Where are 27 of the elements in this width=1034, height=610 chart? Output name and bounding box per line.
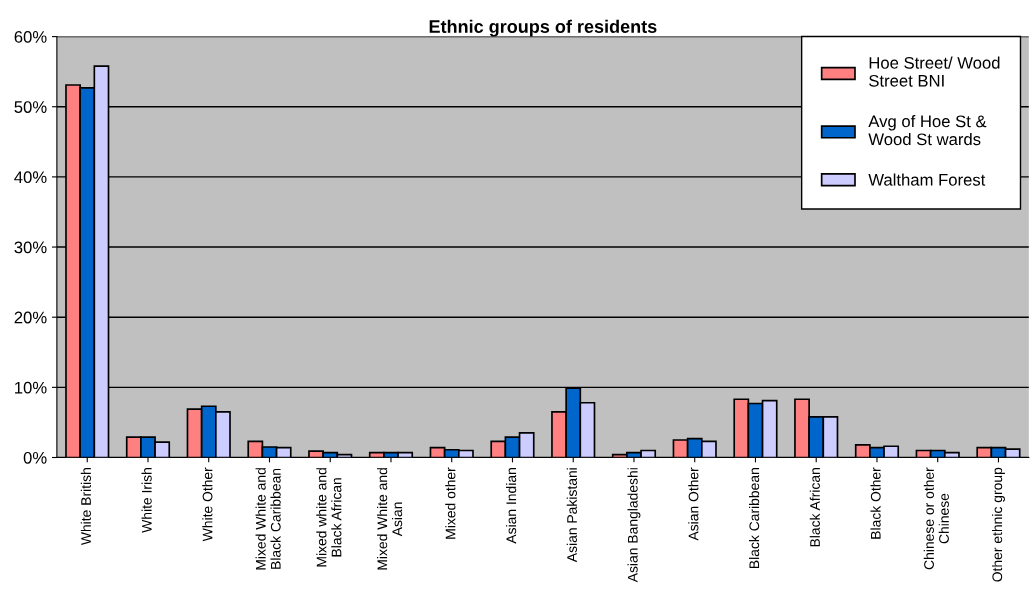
x-tick-label: Asian Pakistani	[566, 468, 577, 563]
y-tick-label: 10%	[15, 381, 47, 394]
x-tick-label: Other ethnic group	[991, 467, 1005, 582]
legend-label: Avg of Hoe St & Wood St wards	[868, 115, 987, 146]
x-tick-label: Mixed white and Black African	[316, 468, 342, 567]
y-tick-label: 60%	[14, 31, 47, 43]
legend-label: Waltham Forest	[868, 173, 986, 186]
x-tick-label: Mixed White and Asian	[377, 468, 403, 570]
x-tick-label: Asian Bangladeshi	[627, 468, 641, 583]
x-tick-label: White Irish	[141, 468, 152, 533]
x-tick-label: Asian Other	[688, 467, 699, 541]
x-tick-label: Mixed White and Black Caribbean	[255, 468, 281, 570]
y-tick-label: 0%	[23, 451, 47, 464]
chart-title: Ethnic groups of residents	[429, 19, 657, 37]
x-tick-label: Asian Indian	[506, 468, 517, 544]
legend-label: Hoe Street/ Wood Street BNI	[869, 56, 1000, 87]
x-tick-label: Black African	[809, 468, 820, 547]
x-tick-label: Black Caribbean	[748, 468, 760, 568]
x-tick-label: Mixed other	[445, 467, 456, 539]
y-tick-label: 40%	[14, 171, 47, 184]
y-tick-label: 50%	[14, 101, 47, 113]
x-tick-label: White British	[80, 468, 91, 546]
x-tick-label: Chinese or other Chinese	[923, 467, 949, 570]
x-tick-label: Black Other	[870, 467, 881, 539]
y-tick-label: 20%	[14, 311, 47, 324]
y-tick-label: 30%	[14, 241, 47, 254]
x-tick-label: White Other	[202, 467, 213, 542]
